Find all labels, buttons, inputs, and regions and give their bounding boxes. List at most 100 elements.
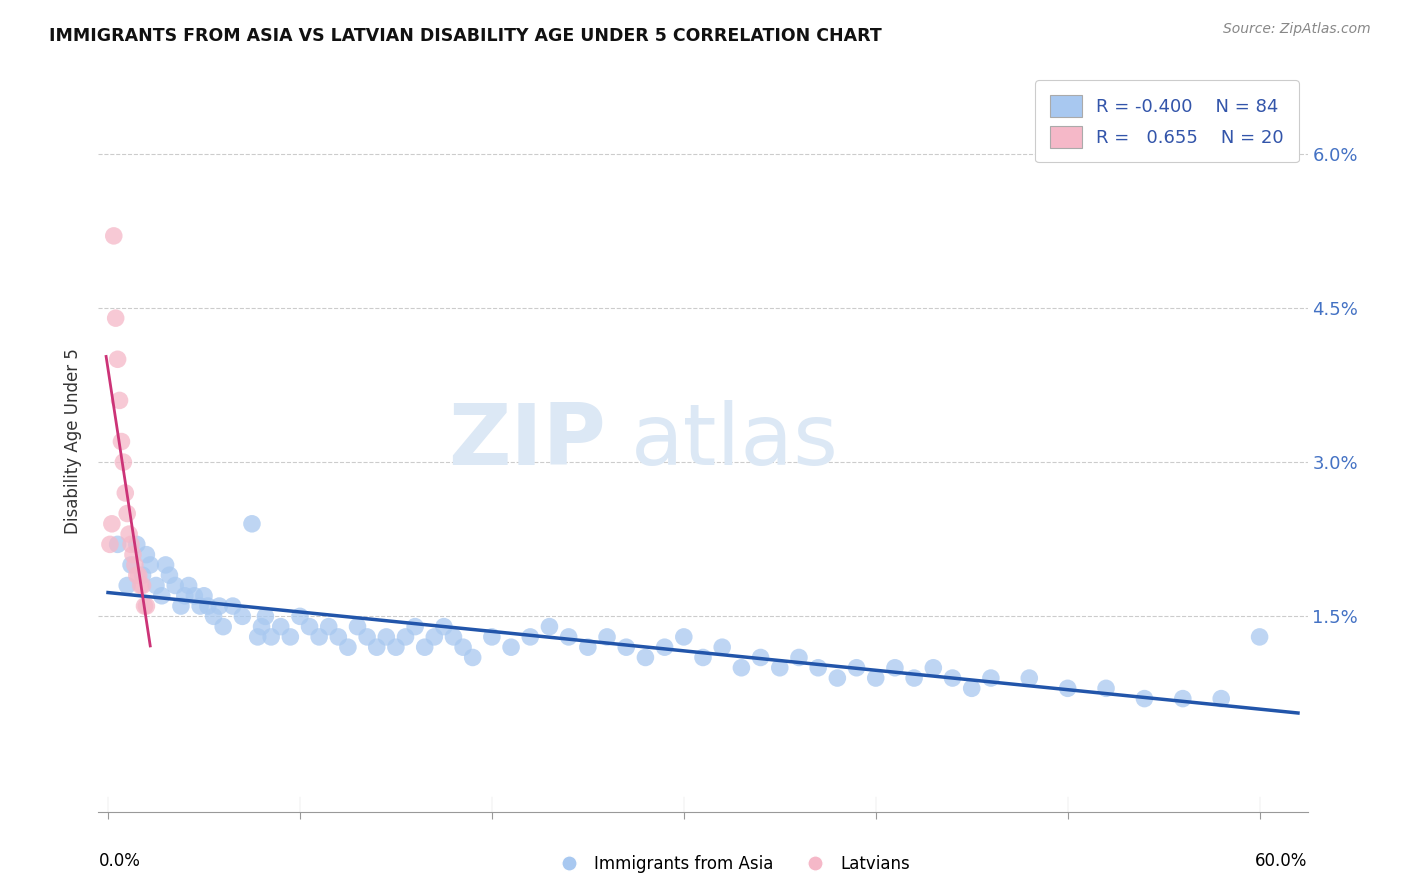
Point: [135, 548, 157, 562]
Point: [107, 352, 129, 367]
Text: ZIP: ZIP: [449, 400, 606, 483]
Point: [692, 650, 714, 665]
Point: [519, 630, 541, 644]
Point: [538, 620, 561, 634]
Point: [193, 589, 215, 603]
Point: [104, 311, 127, 326]
Point: [155, 558, 177, 572]
Point: [346, 620, 368, 634]
Point: [336, 640, 359, 655]
Point: [749, 650, 772, 665]
Point: [1018, 671, 1040, 685]
Point: [250, 620, 273, 634]
Point: [308, 630, 330, 644]
Point: [451, 640, 474, 655]
Point: [711, 640, 734, 655]
Point: [807, 661, 830, 675]
Point: [124, 558, 146, 572]
Point: [769, 661, 792, 675]
Point: [115, 578, 138, 592]
Point: [980, 671, 1002, 685]
Point: [1133, 691, 1156, 706]
Point: [865, 671, 887, 685]
Point: [131, 578, 153, 592]
Point: [394, 630, 416, 644]
Point: [1056, 681, 1078, 696]
Point: [884, 661, 907, 675]
Point: [120, 558, 142, 572]
Point: [260, 630, 283, 644]
Point: [423, 630, 446, 644]
Point: [188, 599, 211, 613]
Point: [134, 599, 156, 613]
Point: [98, 537, 121, 551]
Point: [827, 671, 849, 685]
Point: [254, 609, 277, 624]
Point: [413, 640, 436, 655]
Point: [730, 661, 752, 675]
Point: [375, 630, 398, 644]
Point: [614, 640, 637, 655]
Point: [845, 661, 868, 675]
Point: [922, 661, 945, 675]
Point: [115, 507, 138, 521]
Point: [1095, 681, 1118, 696]
Point: [170, 599, 193, 613]
Point: [125, 568, 148, 582]
Point: [246, 630, 269, 644]
Point: [443, 630, 465, 644]
Point: [318, 620, 340, 634]
Point: [433, 620, 456, 634]
Point: [108, 393, 131, 408]
Point: [1171, 691, 1194, 706]
Point: [280, 630, 302, 644]
Point: [481, 630, 503, 644]
Text: atlas: atlas: [630, 400, 838, 483]
Text: IMMIGRANTS FROM ASIA VS LATVIAN DISABILITY AGE UNDER 5 CORRELATION CHART: IMMIGRANTS FROM ASIA VS LATVIAN DISABILI…: [49, 27, 882, 45]
Text: 60.0%: 60.0%: [1256, 853, 1308, 871]
Y-axis label: Disability Age Under 5: Disability Age Under 5: [65, 349, 83, 534]
Point: [328, 630, 350, 644]
Point: [173, 589, 195, 603]
Point: [461, 650, 484, 665]
Point: [499, 640, 522, 655]
Point: [787, 650, 810, 665]
Legend: Immigrants from Asia, Latvians: Immigrants from Asia, Latvians: [546, 848, 917, 880]
Point: [212, 620, 235, 634]
Point: [145, 578, 167, 592]
Point: [202, 609, 225, 624]
Point: [298, 620, 321, 634]
Point: [356, 630, 378, 644]
Point: [385, 640, 408, 655]
Legend: R = -0.400    N = 84, R =   0.655    N = 20: R = -0.400 N = 84, R = 0.655 N = 20: [1035, 80, 1299, 162]
Point: [159, 568, 181, 582]
Point: [557, 630, 579, 644]
Point: [672, 630, 695, 644]
Text: 0.0%: 0.0%: [98, 853, 141, 871]
Point: [960, 681, 983, 696]
Text: Source: ZipAtlas.com: Source: ZipAtlas.com: [1223, 22, 1371, 37]
Point: [270, 620, 292, 634]
Point: [139, 558, 162, 572]
Point: [112, 455, 135, 469]
Point: [177, 578, 200, 592]
Point: [131, 568, 153, 582]
Point: [941, 671, 963, 685]
Point: [101, 516, 124, 531]
Point: [110, 434, 132, 449]
Point: [366, 640, 388, 655]
Point: [1211, 691, 1233, 706]
Point: [208, 599, 231, 613]
Point: [1249, 630, 1271, 644]
Point: [222, 599, 245, 613]
Point: [125, 537, 148, 551]
Point: [107, 537, 129, 551]
Point: [576, 640, 599, 655]
Point: [129, 578, 152, 592]
Point: [596, 630, 619, 644]
Point: [404, 620, 426, 634]
Point: [240, 516, 263, 531]
Point: [103, 228, 125, 243]
Point: [165, 578, 187, 592]
Point: [118, 527, 141, 541]
